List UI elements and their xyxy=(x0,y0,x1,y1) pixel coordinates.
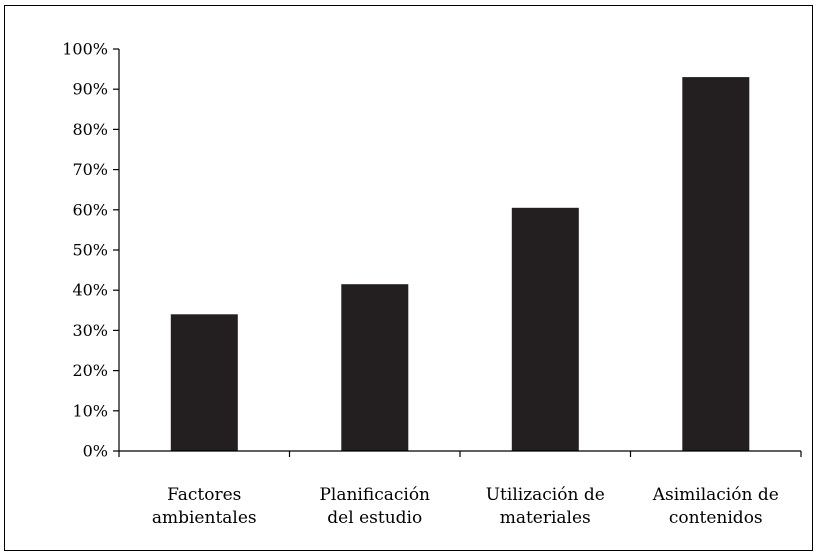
y-tick-label: 40% xyxy=(72,281,108,300)
y-tick-label: 0% xyxy=(83,442,108,461)
x-category-label: Planificación del estudio xyxy=(319,485,430,528)
y-tick-label: 60% xyxy=(72,200,108,219)
x-category-label: Factores ambientales xyxy=(152,485,257,528)
bar xyxy=(170,314,238,451)
y-tick-label: 20% xyxy=(72,361,108,380)
y-tick-label: 90% xyxy=(72,80,108,99)
y-tick-label: 80% xyxy=(72,120,108,139)
y-tick-label: 70% xyxy=(72,160,108,179)
bar xyxy=(511,207,579,451)
y-tick-label: 100% xyxy=(62,40,108,59)
x-category-label: Asimilación de contenidos xyxy=(652,485,779,528)
x-category-label: Utilización de materiales xyxy=(486,485,605,528)
y-tick-label: 50% xyxy=(72,241,108,260)
y-tick-label: 10% xyxy=(72,401,108,420)
bar xyxy=(341,284,409,451)
y-tick-label: 30% xyxy=(72,321,108,340)
chart-frame xyxy=(4,5,813,551)
bar xyxy=(682,77,750,451)
